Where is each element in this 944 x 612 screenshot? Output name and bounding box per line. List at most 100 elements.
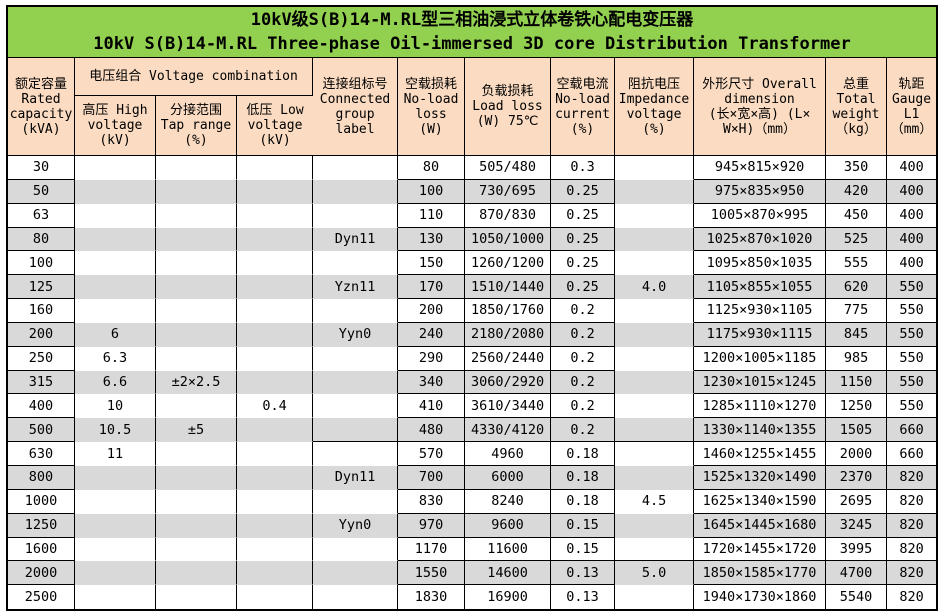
cell-overall-dimension: 1175×930×1115	[694, 322, 827, 347]
cell-overall-dimension: 1005×870×995	[694, 203, 827, 228]
cell-overall-dimension: 1105×855×1055	[694, 275, 827, 300]
table-row: 2500 1830 16900 0.13 1940×1730×1860 5540 820	[8, 585, 936, 610]
cell-total-weight: 525	[826, 227, 888, 252]
cell-impedance-voltage	[615, 370, 695, 395]
cell-total-weight: 555	[826, 251, 888, 276]
cell-no-load-loss: 240	[398, 322, 466, 347]
cell-no-load-loss: 700	[398, 465, 466, 490]
cell-capacity: 2000	[8, 561, 75, 586]
cell-load-loss: 3060/2920	[465, 370, 552, 395]
cell-high-voltage	[75, 513, 156, 538]
cell-high-voltage: 10	[75, 394, 156, 419]
cell-tap-range	[156, 442, 237, 466]
table-row: 63 110 870/830 0.25 1005×870×995 450 400	[8, 203, 937, 228]
cell-low-voltage	[237, 465, 314, 490]
table-row: 125 Yzn11 170 1510/1440 0.25 4.0 1105×855×1055…	[8, 275, 937, 300]
cell-connected-group	[313, 203, 399, 228]
cell-no-load-current: 0.25	[551, 203, 616, 228]
cell-gauge: 550	[887, 299, 937, 323]
cell-capacity: 1250	[8, 513, 75, 538]
cell-impedance-voltage: 5.0	[615, 561, 695, 586]
cell-gauge: 400	[887, 204, 937, 228]
cell-tap-range	[156, 585, 237, 610]
cell-impedance-voltage	[615, 179, 695, 204]
header-tap-range: 分接范围 Tap range (%)	[156, 96, 237, 156]
cell-no-load-loss: 830	[398, 489, 466, 514]
cell-impedance-voltage	[615, 465, 695, 490]
cell-tap-range	[156, 203, 237, 228]
table-row: 315 6.6 ±2×2.5 340 3060/2920 0.2 1230×1015×124…	[8, 370, 937, 395]
cell-high-voltage	[75, 203, 156, 228]
cell-impedance-voltage: 4.5	[615, 489, 695, 514]
cell-load-loss: 1850/1760	[465, 299, 552, 323]
cell-low-voltage	[237, 322, 314, 347]
cell-total-weight: 620	[826, 275, 888, 300]
cell-capacity: 250	[8, 346, 75, 371]
cell-no-load-current: 0.13	[551, 585, 616, 610]
cell-no-load-loss: 410	[398, 394, 466, 419]
cell-capacity: 500	[8, 418, 75, 443]
table-row: 500 10.5 ±5 480 4330/4120 0.2 1330×1140×1355 15…	[8, 418, 937, 443]
cell-load-loss: 1510/1440	[465, 275, 552, 300]
cell-total-weight: 2370	[826, 465, 888, 490]
cell-high-voltage	[75, 561, 156, 586]
cell-total-weight: 845	[826, 322, 888, 347]
cell-overall-dimension: 1625×1340×1590	[694, 489, 827, 514]
cell-overall-dimension: 1025×870×1020	[694, 227, 827, 252]
cell-impedance-voltage	[615, 251, 695, 276]
cell-gauge: 820	[887, 513, 937, 538]
cell-tap-range	[156, 179, 237, 204]
cell-no-load-loss: 290	[398, 346, 466, 371]
cell-load-loss: 6000	[465, 465, 552, 490]
cell-low-voltage	[237, 275, 314, 300]
cell-capacity: 1000	[8, 489, 75, 514]
cell-total-weight: 775	[826, 299, 888, 323]
cell-no-load-current: 0.18	[551, 489, 616, 514]
cell-tap-range	[156, 561, 237, 586]
cell-low-voltage	[237, 489, 314, 514]
header-rated-capacity: 额定容量 Rated capacity (kVA)	[8, 58, 75, 156]
cell-capacity: 30	[8, 156, 75, 180]
cell-no-load-loss: 170	[398, 275, 466, 300]
cell-load-loss: 11600	[465, 537, 552, 562]
cell-total-weight: 420	[826, 179, 888, 204]
table-body: 30 80 505/480 0.3 945×815×920 350 400 50 100 730/…	[8, 156, 937, 610]
cell-gauge: 820	[899, 589, 924, 606]
cell-no-load-loss: 1830	[398, 585, 466, 610]
cell-total-weight: 1505	[826, 418, 888, 443]
cell-gauge: 550	[887, 275, 937, 300]
cell-overall-dimension: 975×835×950	[694, 179, 827, 204]
cell-tap-range	[156, 537, 237, 562]
cell-tap-range	[156, 513, 237, 538]
table-title-en: 10kV S(B)14-M.RL Three-phase Oil-immerse…	[93, 34, 851, 54]
header-load-loss: 负载损耗 Load loss (W) 75℃	[465, 58, 552, 156]
cell-overall-dimension: 1200×1005×1185	[694, 346, 827, 371]
cell-high-voltage	[75, 251, 156, 276]
cell-connected-group	[313, 537, 399, 562]
header-impedance-voltage: 阻抗电压 Impedance voltage (%)	[615, 58, 695, 156]
cell-no-load-current: 0.2	[551, 299, 616, 323]
cell-overall-dimension: 1460×1255×1455	[694, 442, 827, 466]
cell-gauge: 660	[887, 442, 937, 466]
cell-capacity: 1600	[8, 537, 75, 562]
cell-capacity: 63	[8, 203, 75, 228]
cell-high-voltage: 6.6	[75, 370, 156, 395]
cell-connected-group	[313, 418, 399, 443]
cell-total-weight: 450	[826, 203, 888, 228]
cell-no-load-loss: 1170	[398, 537, 466, 562]
cell-capacity: 50	[8, 179, 75, 204]
cell-no-load-loss: 970	[398, 513, 466, 538]
cell-connected-group	[313, 394, 399, 419]
cell-connected-group: Dyn11	[313, 227, 399, 252]
cell-high-voltage	[75, 179, 156, 204]
cell-no-load-current: 0.2	[551, 394, 616, 419]
cell-impedance-voltage	[615, 322, 695, 347]
cell-connected-group	[313, 489, 399, 514]
cell-capacity: 160	[8, 299, 75, 323]
table-row: 800 Dyn11 700 6000 0.18 1525×1320×1490 2370 820	[8, 465, 937, 490]
cell-connected-group	[313, 585, 399, 610]
cell-impedance-voltage	[615, 585, 695, 610]
cell-gauge: 550	[887, 370, 937, 395]
cell-no-load-loss: 110	[398, 203, 466, 228]
table-row: 1000 830 8240 0.18 4.5 1625×1340×1590 2695 820	[8, 489, 937, 514]
